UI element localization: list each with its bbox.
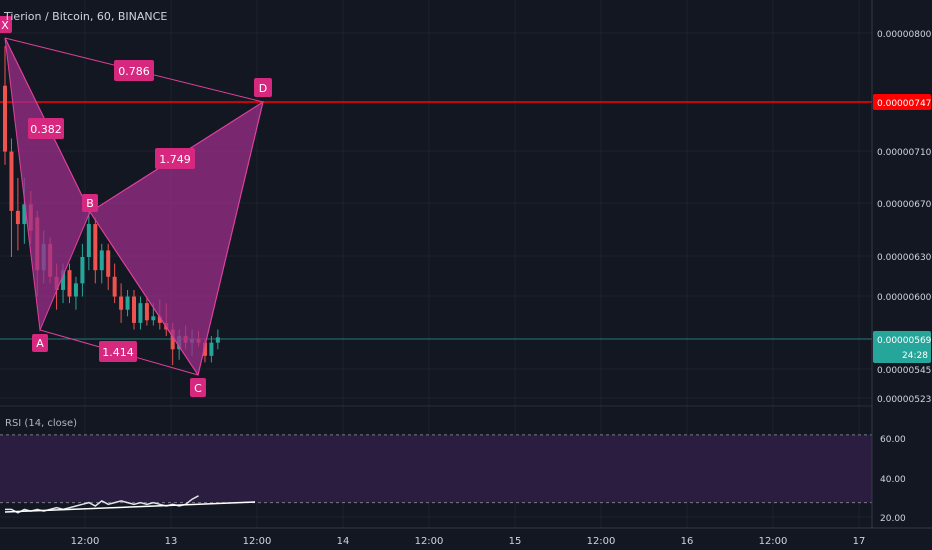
candle-up	[99, 243, 104, 284]
candle-down	[3, 46, 7, 165]
candle-body	[170, 329, 175, 350]
current-price-badge: 0.00000569 24:28	[873, 331, 932, 363]
candle-body	[144, 303, 149, 321]
candle-body	[157, 316, 162, 323]
time-tick: 16	[681, 536, 694, 547]
candle-body	[125, 296, 130, 310]
candle-down	[112, 263, 117, 304]
price-axis[interactable]: 0.00000800 0.00000710 0.00000670 0.00000…	[871, 0, 932, 528]
point-label-d: D	[254, 78, 272, 97]
candle-body	[202, 342, 207, 356]
svg-text:0.786: 0.786	[118, 65, 150, 78]
price-tick: 0.00000670	[877, 200, 932, 210]
candle-up	[86, 210, 91, 271]
svg-text:A: A	[36, 337, 44, 350]
point-label-b: B	[82, 194, 98, 212]
candle-body	[119, 296, 124, 310]
candle-body	[3, 85, 7, 152]
price-tick: 0.00000545	[877, 366, 931, 376]
point-label-a: A	[32, 334, 48, 352]
candle-body	[106, 250, 111, 277]
candle-down	[93, 217, 98, 284]
ratio-label-xb: 0.382	[28, 118, 64, 139]
rsi-tick: 40.00	[880, 475, 906, 485]
candle-up	[215, 329, 220, 350]
candle-body	[138, 303, 143, 323]
target-price-badge: 0.00000747	[873, 94, 931, 110]
svg-text:C: C	[194, 382, 202, 395]
svg-text:B: B	[86, 197, 94, 210]
candle-up	[80, 243, 85, 297]
time-tick: 17	[853, 536, 866, 547]
svg-text:0.00000569: 0.00000569	[877, 336, 932, 346]
candle-down	[144, 296, 149, 326]
ratio-label-bd: 1.749	[155, 148, 195, 169]
point-label-x: X	[0, 16, 12, 33]
pattern-leg-cd	[197, 101, 264, 376]
candle-body	[15, 210, 20, 225]
candle-up	[125, 289, 130, 317]
svg-text:0.382: 0.382	[30, 123, 62, 136]
candle-body	[209, 342, 214, 356]
svg-text:D: D	[259, 82, 267, 95]
candle-down	[9, 138, 14, 258]
rsi-title: RSI (14, close)	[5, 418, 77, 429]
price-tick: 0.00000523	[877, 395, 931, 405]
svg-text:0.00000747: 0.00000747	[877, 99, 931, 109]
candle-body	[67, 270, 72, 297]
candle-up	[73, 276, 78, 310]
time-axis[interactable]: 12:00 13 12:00 14 12:00 15 12:00 16 12:0…	[0, 527, 932, 550]
time-tick: 14	[337, 536, 350, 547]
rsi-pane[interactable]: RSI (14, close)	[0, 418, 872, 514]
time-tick: 13	[165, 536, 178, 547]
candle-down	[15, 177, 20, 251]
rsi-band	[0, 434, 872, 503]
rsi-tick: 60.00	[880, 435, 906, 445]
time-tick: 12:00	[243, 536, 272, 547]
pattern-leg-bc	[89, 211, 199, 376]
time-tick: 12:00	[71, 536, 100, 547]
harmonic-pattern[interactable]: X A B C D 0.382	[0, 16, 272, 397]
candle-body	[112, 276, 117, 297]
candle-body	[80, 257, 85, 284]
svg-text:X: X	[1, 19, 9, 32]
time-tick: 15	[509, 536, 522, 547]
rsi-tick: 20.00	[880, 514, 906, 524]
candle-body	[132, 296, 136, 323]
point-label-c: C	[190, 378, 206, 397]
candle-body	[151, 316, 156, 321]
price-tick: 0.00000800	[877, 30, 932, 40]
svg-text:1.749: 1.749	[159, 153, 191, 166]
candle-down	[106, 243, 111, 290]
candle-body	[22, 204, 27, 225]
ratio-label-xd: 0.786	[114, 60, 154, 81]
candle-down	[132, 289, 136, 330]
countdown-label: 24:28	[902, 351, 928, 361]
candle-body	[93, 224, 98, 271]
symbol-title: Tierion / Bitcoin, 60, BINANCE	[3, 10, 167, 23]
price-tick: 0.00000630	[877, 253, 932, 263]
rsi-trendline	[4, 501, 256, 513]
candle-body	[61, 270, 66, 290]
candle-up	[209, 336, 214, 363]
candle-down	[67, 263, 72, 304]
svg-text:1.414: 1.414	[102, 346, 134, 359]
candle-up	[138, 296, 143, 330]
ratio-label-ac: 1.414	[99, 341, 137, 362]
price-tick: 0.00000600	[877, 293, 932, 303]
time-tick: 12:00	[759, 536, 788, 547]
candle-down	[119, 283, 124, 323]
candle-body	[9, 151, 14, 211]
candle-body	[99, 250, 104, 271]
candle-body	[86, 224, 91, 258]
candle-body	[215, 337, 220, 343]
candle-body	[73, 283, 78, 297]
time-tick: 12:00	[415, 536, 444, 547]
time-tick: 12:00	[587, 536, 616, 547]
price-tick: 0.00000710	[877, 148, 932, 158]
